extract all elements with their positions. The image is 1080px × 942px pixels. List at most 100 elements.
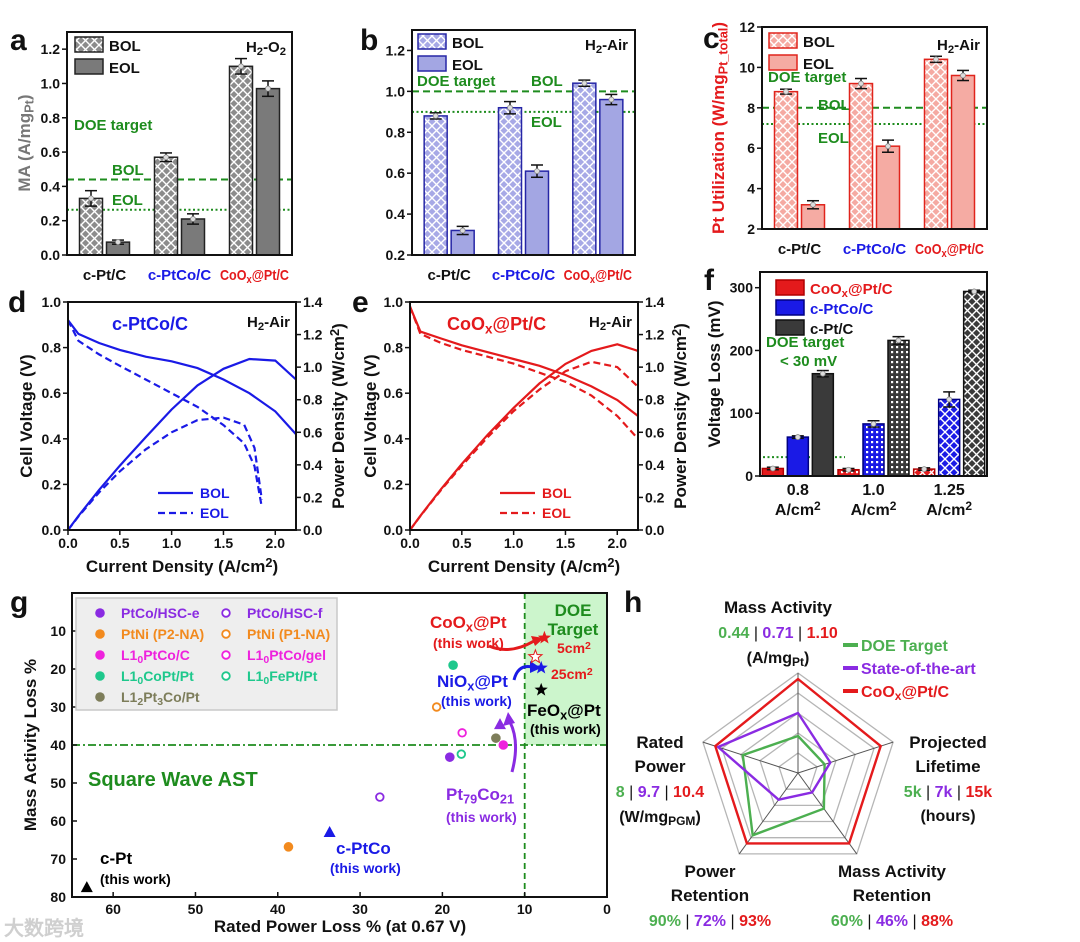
category-unit-label: A/cm2	[851, 499, 897, 519]
category-label: CoOx@Pt/C	[915, 241, 984, 260]
x-axis-title: Current Density (A/cm2)	[86, 555, 278, 576]
condition-label: H2-Air	[585, 37, 628, 56]
category-label: CoOx@Pt/C	[564, 267, 632, 286]
y-tick-label: 50	[50, 775, 66, 791]
marker-open-circle	[221, 650, 231, 660]
arrowhead-icon	[503, 712, 515, 726]
panel-letter-a: a	[10, 24, 27, 57]
plot-frame	[66, 31, 293, 256]
radar-axis-values: 60% | 46% | 88%	[831, 913, 953, 930]
x-tick-label: 1.5	[556, 535, 576, 551]
x-tick-label: 0	[603, 901, 611, 917]
y-tick-label: 0.0	[384, 522, 404, 538]
data-point	[870, 421, 877, 427]
doe-target-label: Target	[548, 620, 599, 639]
power-curve-eol	[67, 416, 263, 531]
x-tick-label: 0.0	[58, 535, 78, 551]
y-tick-label: 12	[739, 19, 755, 35]
y-tick-label: 4	[747, 181, 755, 197]
legend-swatch	[775, 279, 805, 296]
y-tick-label: 2	[747, 221, 755, 237]
radar-axis-label: Projected	[909, 733, 986, 752]
y-tick-label: 0.6	[384, 385, 404, 401]
radar-axis-label: Rated	[636, 733, 683, 752]
category-label: c-PtCo/C	[843, 241, 907, 258]
data-point	[895, 337, 902, 344]
marker-open-circle	[431, 702, 442, 712]
y2-tick-label: 1.4	[303, 294, 323, 310]
radar-ring	[778, 752, 818, 790]
y-tick-label: 0	[745, 468, 753, 484]
x-tick-label: 0.5	[110, 535, 130, 551]
category-label: 1.0	[862, 482, 884, 499]
annotation-label: (this work)	[441, 693, 512, 709]
data-point	[885, 143, 891, 150]
radar-axis-label: Retention	[853, 886, 931, 905]
y2-tick-label: 0.4	[303, 457, 323, 473]
radar-axis-unit: (A/mgPt)	[747, 650, 810, 669]
legend-swatch	[768, 54, 798, 71]
y2-tick-label: 0.6	[303, 424, 323, 440]
radar-series-0	[741, 734, 826, 837]
y-tick-label: 0.6	[42, 385, 62, 401]
legend-label: PtNi (P2-NA)	[121, 626, 204, 642]
x-tick-label: 20	[435, 901, 451, 917]
y-tick-label: 1.0	[41, 75, 61, 91]
x-tick-label: 30	[352, 901, 368, 917]
radar-axis-label: Power	[684, 862, 735, 881]
bar	[524, 170, 550, 256]
legend-swatch	[775, 319, 805, 336]
data-point	[581, 80, 588, 87]
legend-label: BOL	[452, 35, 484, 52]
data-point	[921, 466, 928, 472]
legend-label: c-PtCo/C	[810, 301, 874, 318]
marker-filled-circle	[498, 740, 509, 750]
y2-tick-label: 1.0	[645, 359, 665, 375]
annotation-label: (this work)	[100, 871, 171, 887]
x-tick-label: 60	[105, 901, 121, 917]
bar	[950, 74, 976, 230]
arrow-niox	[512, 665, 533, 681]
y-tick-label: 0.6	[386, 165, 406, 181]
marker-filled-circle	[95, 608, 105, 618]
panel-letter-f: f	[704, 264, 715, 297]
legend-label: CoOx@Pt/C	[810, 281, 893, 300]
legend-label: EOL	[803, 56, 834, 73]
legend-label: BOL	[803, 34, 835, 51]
marker-open-circle	[457, 728, 467, 738]
y2-tick-label: 0.4	[645, 457, 665, 473]
marker-filled-circle	[448, 660, 458, 670]
x-tick-label: 10	[517, 901, 533, 917]
data-point	[459, 227, 466, 234]
voltage-curve-bol	[408, 306, 639, 417]
x-tick-label: 40	[270, 901, 286, 917]
y-tick-label: 0.2	[384, 476, 404, 492]
annotation-label: (this work)	[330, 860, 401, 876]
data-point	[190, 216, 196, 222]
plot-frame	[411, 29, 636, 256]
y-tick-label: 70	[50, 851, 66, 867]
doe-line-label: EOL	[818, 130, 849, 147]
x-axis-title: Rated Power Loss % (at 0.67 V)	[214, 917, 466, 936]
annotation-label: 25cm2	[551, 666, 593, 682]
y-tick-label: 0.8	[41, 110, 61, 126]
marker-star	[537, 630, 552, 644]
y-tick-label: 0.2	[386, 247, 406, 263]
plot-frame	[67, 301, 297, 531]
y-tick-label: 0.2	[42, 476, 62, 492]
legend-label: EOL	[200, 505, 229, 521]
x-tick-label: 0.5	[452, 535, 472, 551]
y2-tick-label: 0.6	[645, 424, 665, 440]
marker-open-circle	[456, 749, 467, 759]
legend-label: L10PtCo/C	[121, 647, 190, 666]
category-unit-label: A/cm2	[926, 499, 972, 519]
data-point	[845, 466, 852, 473]
doe-target-label: DOE target	[74, 117, 152, 134]
x-tick-label: 0.0	[400, 535, 420, 551]
category-label: 1.25	[934, 482, 965, 499]
radar-axis-label: Retention	[671, 886, 749, 905]
category-label: c-Pt/C	[427, 267, 471, 284]
y-tick-label: 10	[739, 59, 755, 75]
